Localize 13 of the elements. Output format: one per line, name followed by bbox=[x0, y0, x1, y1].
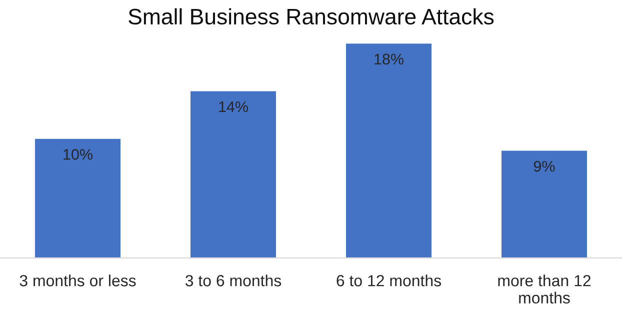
chart-title: Small Business Ransomware Attacks bbox=[128, 8, 494, 25]
data-label: 18% bbox=[374, 54, 404, 65]
x-tick-label: more than 12 months bbox=[498, 274, 591, 304]
x-tick-label: 3 months or less bbox=[20, 274, 136, 286]
data-label: 9% bbox=[534, 160, 555, 172]
bar bbox=[501, 150, 588, 258]
bar bbox=[34, 138, 121, 258]
bar bbox=[346, 44, 432, 258]
x-tick-label: 6 to 12 months bbox=[336, 274, 442, 286]
x-tick-label: 3 to 6 months bbox=[185, 274, 282, 286]
data-label: 10% bbox=[64, 148, 92, 160]
data-label: 14% bbox=[219, 101, 248, 112]
bar bbox=[190, 91, 276, 258]
